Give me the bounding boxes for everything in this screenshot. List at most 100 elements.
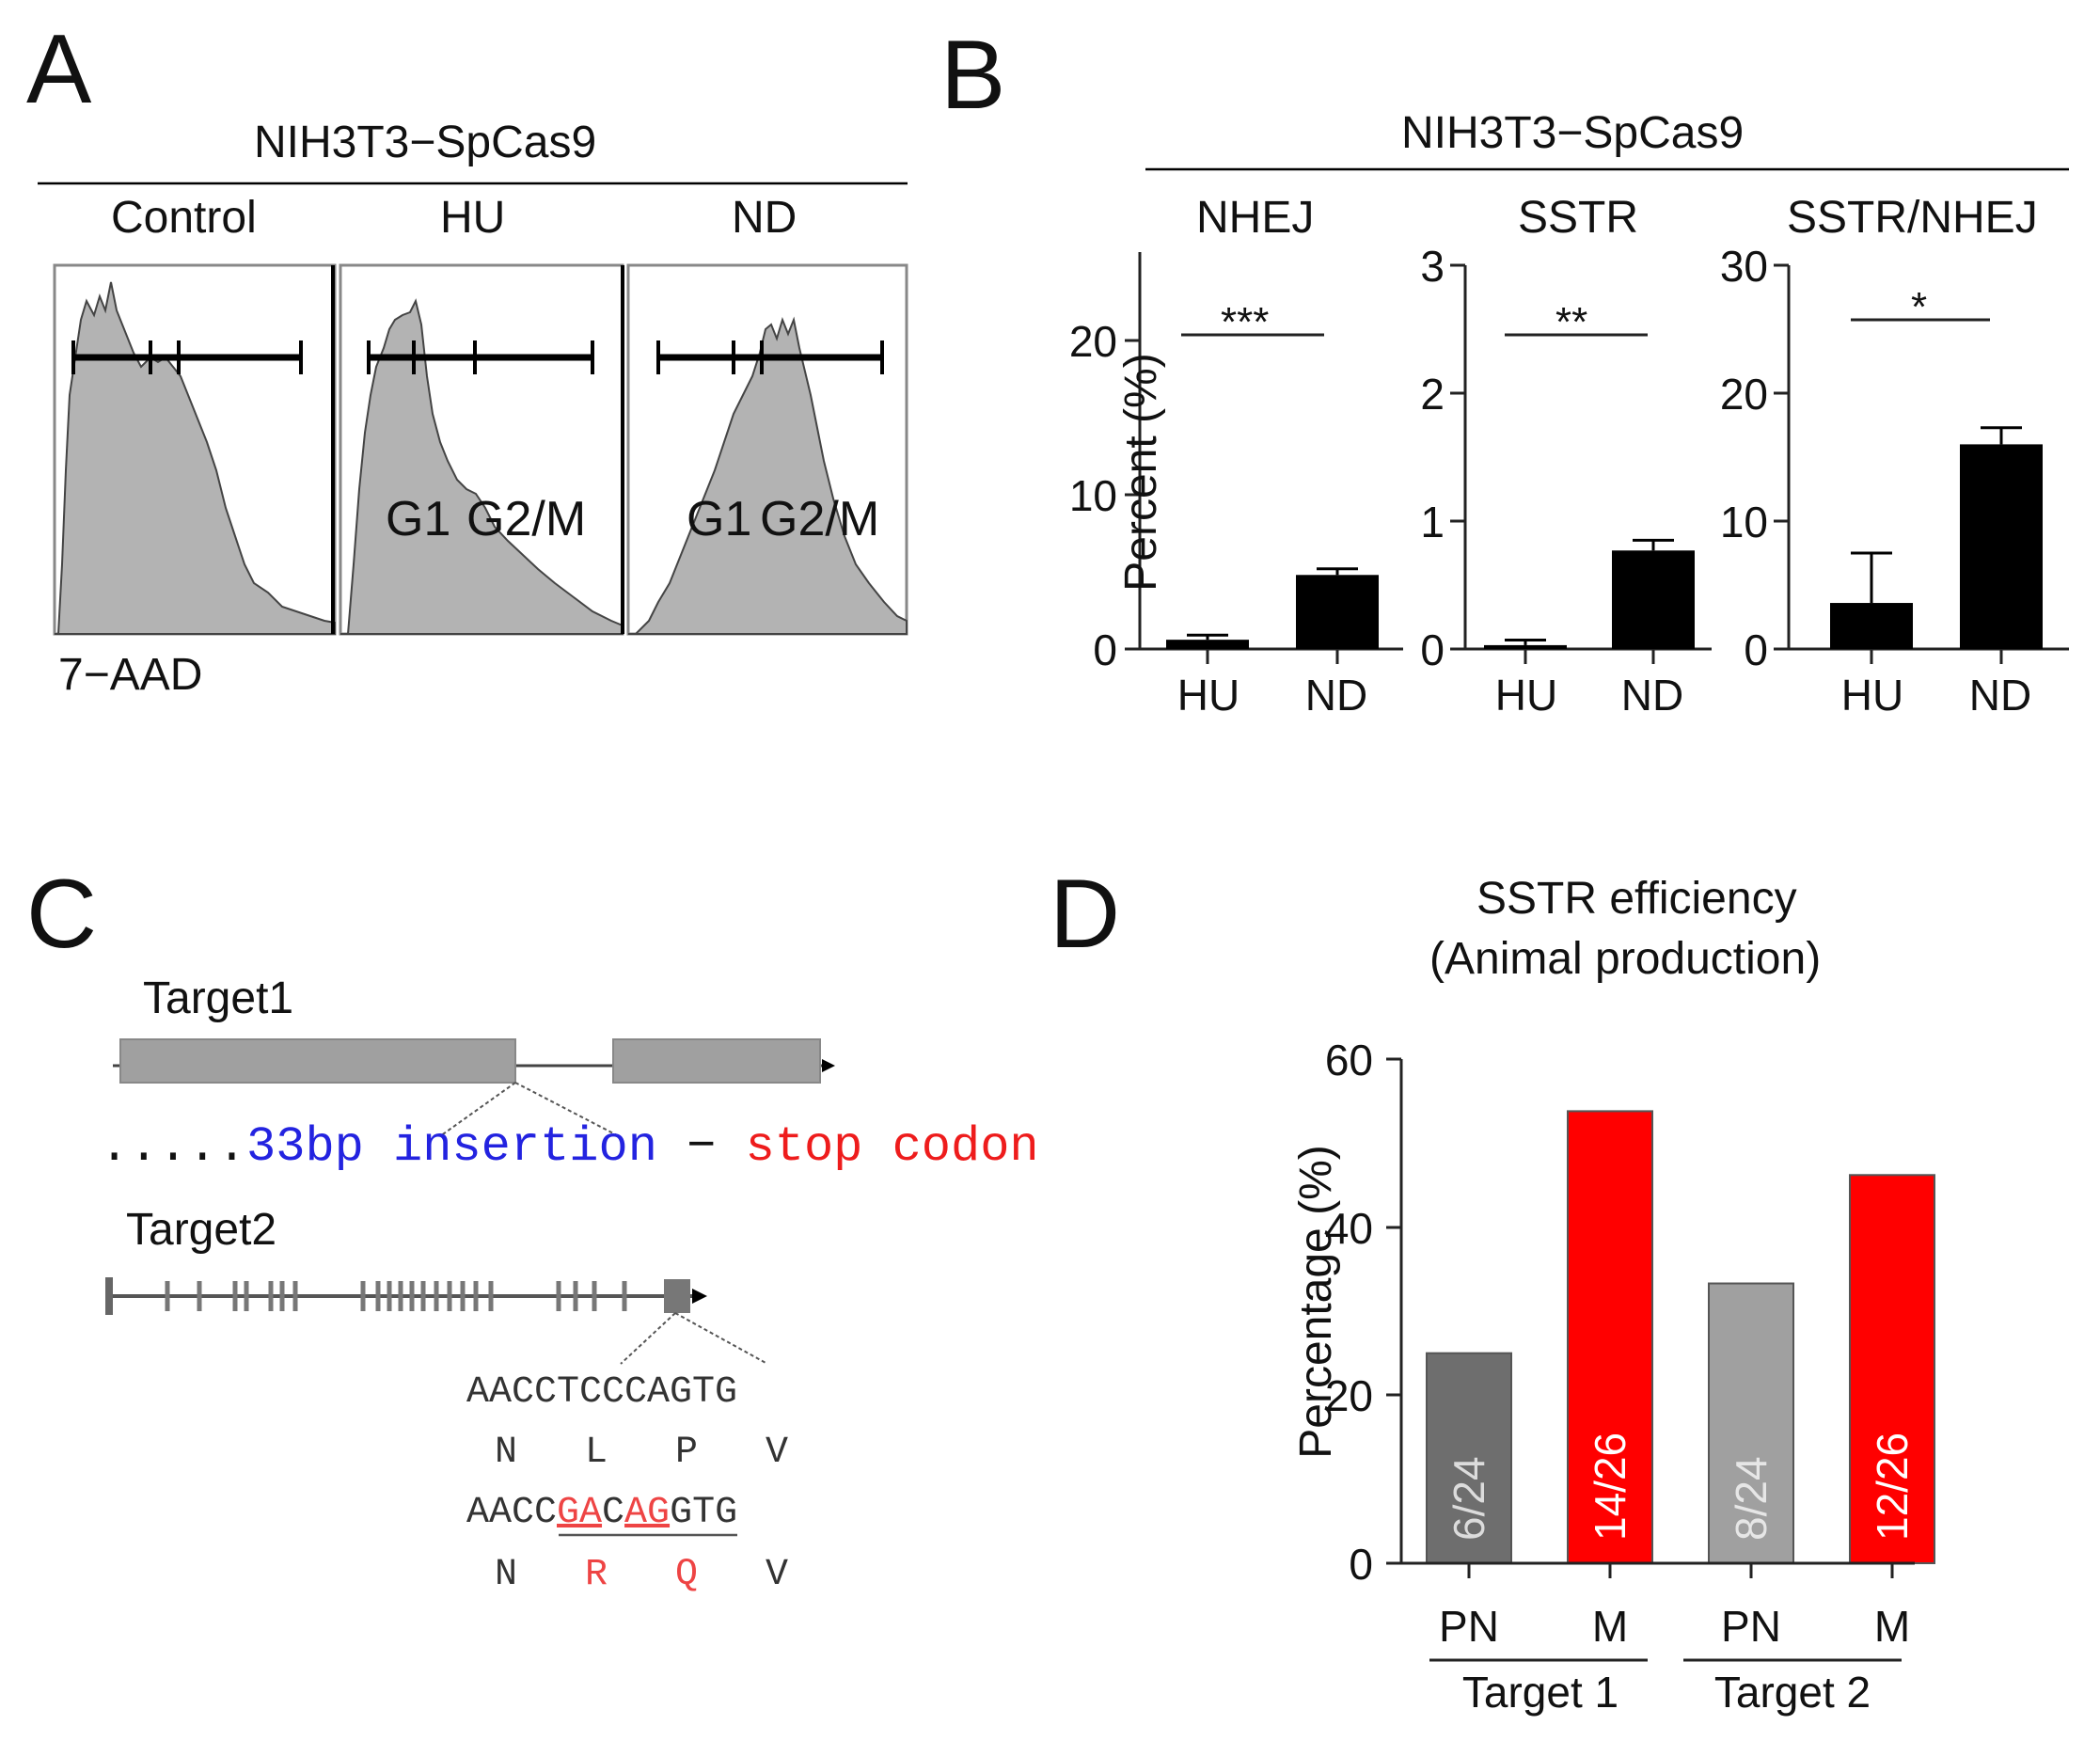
ratio-bar-hu	[1830, 603, 1913, 649]
mut-seq-a: AACC	[466, 1492, 558, 1534]
d-tick-0: 0	[1349, 1540, 1373, 1589]
insertion-dots: .....	[100, 1119, 247, 1175]
mutant-sequence: AACCGACAGGTG	[466, 1492, 737, 1534]
d-group-target1: Target 1	[1461, 1668, 1619, 1717]
target1-exon-1	[119, 1038, 516, 1084]
ratio-bar-nd	[1960, 444, 2043, 649]
target2-exon-ticks	[165, 1281, 627, 1311]
stop-codon-text: stop codon	[745, 1119, 1039, 1175]
target1-arrow-icon	[822, 1059, 835, 1072]
d-bar-3	[1708, 1282, 1794, 1565]
d-bar-1	[1426, 1352, 1512, 1564]
target1-exon-2	[612, 1038, 821, 1084]
insertion-text: 33bp insertion	[246, 1119, 657, 1175]
gate-label-nd-g1: G1	[687, 492, 752, 546]
d-bar-2	[1567, 1110, 1653, 1565]
panel-a-axis-label: 7−AAD	[58, 650, 203, 700]
ratio-tick-0: 0	[1744, 625, 1768, 674]
sstr-tick-3: 3	[1420, 242, 1445, 291]
panel-a-title: NIH3T3−SpCas9	[254, 118, 597, 167]
d-cat-m-1: M	[1591, 1602, 1629, 1651]
mut-seq-c: C	[602, 1492, 625, 1534]
d-bar-4	[1849, 1174, 1935, 1565]
panel-b-letter: B	[940, 21, 1006, 130]
sstr-bar-hu	[1484, 644, 1567, 649]
d-bar-label-4: 12/26	[1868, 1432, 1917, 1541]
d-tick-40: 40	[1324, 1204, 1373, 1253]
mut-seq-e: GTG	[670, 1492, 738, 1534]
target2-gene-diagram	[105, 1277, 768, 1365]
panel-c-letter: C	[26, 860, 98, 969]
panel-b-title: NIH3T3−SpCas9	[1401, 108, 1745, 158]
mut-aa-q: Q	[675, 1554, 699, 1596]
d-tick-60: 60	[1324, 1036, 1373, 1084]
histogram-control	[53, 263, 337, 636]
panel-a-letter: A	[26, 15, 92, 124]
gate-label-hu-g2m: G2/M	[466, 492, 587, 546]
nhej-bar-hu	[1166, 640, 1249, 649]
mut-aa-r: R	[585, 1554, 608, 1596]
panel-b-subtitle-nhej: NHEJ	[1196, 193, 1315, 243]
ratio-tick-20: 20	[1719, 370, 1768, 419]
mut-aa-n: N	[495, 1554, 518, 1596]
sstr-cat-nd: ND	[1620, 671, 1684, 720]
chart-bars-layer: 6/24 14/26 8/24 12/26	[1166, 426, 2043, 1565]
insertion-annotation: .....33bp insertion − stop codon	[100, 1119, 1039, 1175]
mut-aa-v: V	[766, 1554, 789, 1596]
gate-label-hu-g1: G1	[386, 492, 451, 546]
gate-label-nd-g2m: G2/M	[760, 492, 880, 546]
sstr-tick-2: 2	[1420, 370, 1445, 419]
sstr-tick-1: 1	[1420, 498, 1445, 546]
d-cat-pn-2: PN	[1721, 1602, 1781, 1651]
panel-d-letter: D	[1050, 860, 1121, 969]
panel-a-col-nd: ND	[732, 193, 797, 243]
nhej-cat-hu: HU	[1176, 671, 1240, 720]
wt-aa-p: P	[675, 1432, 699, 1474]
sstr-tick-0: 0	[1420, 625, 1445, 674]
target2-final-exon	[664, 1279, 690, 1313]
panel-a-col-hu: HU	[440, 193, 506, 243]
panel-d-title-line1: SSTR efficiency	[1476, 874, 1797, 924]
mut-seq-d: AG	[624, 1492, 671, 1534]
sig-sstr: **	[1555, 299, 1588, 345]
d-cat-pn-1: PN	[1439, 1602, 1499, 1651]
histogram-hu	[331, 263, 624, 636]
panel-b-subtitle-sstr: SSTR	[1518, 193, 1639, 243]
wt-sequence: AACCTCCCAGTG	[466, 1371, 738, 1414]
panel-d-title-line2: (Animal production)	[1429, 934, 1822, 984]
panel-b-ylabel: Percent (%)	[1116, 353, 1166, 592]
wt-aa-v: V	[766, 1432, 789, 1474]
d-group-target2: Target 2	[1713, 1668, 1871, 1717]
d-bar-label-1: 6/24	[1445, 1456, 1493, 1541]
target1-gene-diagram	[113, 1038, 835, 1137]
mut-seq-b: GA	[557, 1492, 603, 1534]
nhej-tick-10: 10	[1068, 471, 1117, 520]
histogram-nd	[621, 263, 908, 636]
ratio-tick-10: 10	[1719, 498, 1768, 546]
d-cat-m-2: M	[1873, 1602, 1911, 1651]
d-tick-20: 20	[1324, 1371, 1373, 1420]
d-bar-label-3: 8/24	[1727, 1456, 1776, 1541]
insertion-dash: −	[687, 1119, 717, 1175]
panel-a-col-control: Control	[111, 193, 257, 243]
panel-d-axes	[1386, 1057, 1915, 1578]
wt-aa-l: L	[585, 1432, 608, 1474]
sstr-bar-nd	[1612, 550, 1695, 649]
d-bar-label-2: 14/26	[1586, 1432, 1634, 1541]
nhej-tick-0: 0	[1093, 625, 1117, 674]
target2-arrow-icon	[692, 1289, 707, 1304]
sig-ratio: *	[1911, 284, 1928, 330]
target1-label: Target1	[143, 973, 294, 1023]
nhej-cat-nd: ND	[1304, 671, 1368, 720]
wt-aa-n: N	[495, 1432, 518, 1474]
ratio-tick-30: 30	[1719, 242, 1768, 291]
panel-b-subtitle-ratio: SSTR/NHEJ	[1787, 193, 2038, 243]
target2-label: Target2	[126, 1205, 277, 1255]
nhej-bar-nd	[1296, 575, 1379, 649]
ratio-cat-nd: ND	[1968, 671, 2032, 720]
ratio-cat-hu: HU	[1840, 671, 1904, 720]
panel-d-ylabel: Percentage (%)	[1291, 1145, 1341, 1459]
